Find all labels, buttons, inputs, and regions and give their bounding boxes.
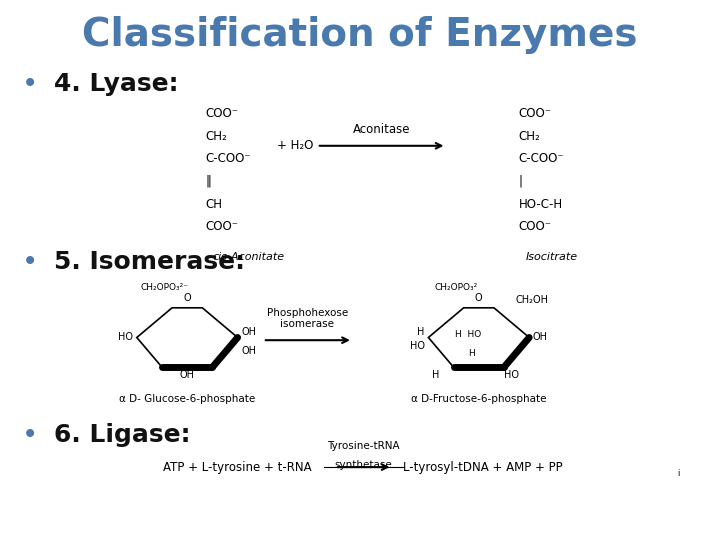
Text: OH: OH [180,370,194,380]
Text: Phosphohexose
isomerase: Phosphohexose isomerase [267,308,348,329]
Text: 5. Isomerase:: 5. Isomerase: [54,250,245,274]
Text: Tyrosine-tRNA: Tyrosine-tRNA [328,441,400,451]
Text: CH₂: CH₂ [205,130,227,143]
Text: C-COO⁻: C-COO⁻ [518,152,564,165]
Text: CH₂: CH₂ [518,130,540,143]
Text: C-COO⁻: C-COO⁻ [205,152,251,165]
Text: |: | [518,175,523,188]
Text: H: H [468,349,475,358]
Text: O: O [475,293,482,303]
Text: L-tyrosyl-tDNA + AMP + PP: L-tyrosyl-tDNA + AMP + PP [403,461,563,474]
Text: Isocitrate: Isocitrate [526,252,577,262]
Text: •: • [22,421,38,449]
Text: 4. Lyase:: 4. Lyase: [54,72,179,96]
Text: HO: HO [504,370,519,380]
Text: O: O [184,293,191,303]
Text: + H₂O: + H₂O [277,139,314,152]
Text: COO⁻: COO⁻ [205,220,238,233]
Text: H  HO: H HO [455,330,481,339]
Text: ‖: ‖ [205,175,211,188]
Text: •: • [22,70,38,98]
Text: synthetase: synthetase [335,460,392,470]
Text: cis-Aconitate: cis-Aconitate [212,252,284,262]
Text: COO⁻: COO⁻ [518,220,552,233]
Text: Aconitase: Aconitase [353,123,410,136]
Text: COO⁻: COO⁻ [518,107,552,120]
Text: CH₂OH: CH₂OH [516,295,549,305]
Text: α D- Glucose-6-phosphate: α D- Glucose-6-phosphate [119,394,256,404]
Text: OH: OH [241,346,256,356]
Text: ATP + L-tyrosine + t-RNA: ATP + L-tyrosine + t-RNA [163,461,312,474]
Text: Classification of Enzymes: Classification of Enzymes [82,16,638,54]
Text: HO: HO [410,341,425,350]
Text: H: H [432,370,439,380]
Text: HO: HO [118,333,133,342]
Text: 6. Ligase:: 6. Ligase: [54,423,191,447]
Text: α D-Fructose-6-phosphate: α D-Fructose-6-phosphate [411,394,546,404]
Text: CH₂OPO₃²: CH₂OPO₃² [435,282,478,292]
Text: CH: CH [205,198,222,211]
Text: i: i [677,469,679,478]
Text: OH: OH [533,333,548,342]
Text: OH: OH [241,327,256,337]
Text: •: • [22,248,38,276]
Text: CH₂OPO₃²⁻: CH₂OPO₃²⁻ [141,282,189,292]
Text: H: H [418,327,425,337]
Text: HO-C-H: HO-C-H [518,198,562,211]
Text: COO⁻: COO⁻ [205,107,238,120]
